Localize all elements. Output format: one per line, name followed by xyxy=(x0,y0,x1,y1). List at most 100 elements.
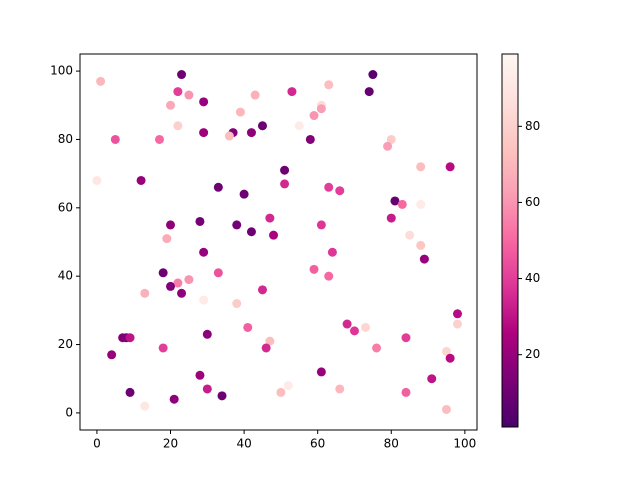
point xyxy=(386,213,396,223)
point xyxy=(154,134,164,144)
point xyxy=(269,230,279,240)
point xyxy=(118,333,128,343)
point xyxy=(416,240,426,250)
plot-frame xyxy=(79,53,478,431)
point xyxy=(401,333,411,343)
point xyxy=(110,134,120,144)
point xyxy=(349,326,359,336)
point xyxy=(265,336,275,346)
point xyxy=(232,299,242,309)
point xyxy=(361,322,371,332)
point xyxy=(173,278,183,288)
point xyxy=(213,268,223,278)
point xyxy=(199,128,209,138)
y-tick-label: 60 xyxy=(58,200,73,214)
point xyxy=(195,216,205,226)
point xyxy=(287,87,297,97)
point xyxy=(184,275,194,285)
point xyxy=(441,346,451,356)
y-tick-label: 100 xyxy=(50,64,73,78)
point xyxy=(250,90,260,100)
point xyxy=(184,90,194,100)
point xyxy=(327,247,337,257)
point xyxy=(364,87,374,97)
colorbar-tick-label: 40 xyxy=(525,271,540,285)
point xyxy=(324,80,334,90)
point xyxy=(309,111,319,121)
point xyxy=(199,97,209,107)
point xyxy=(166,220,176,230)
point xyxy=(158,268,168,278)
colorbar-tick-label: 60 xyxy=(525,195,540,209)
point xyxy=(276,387,286,397)
point xyxy=(324,182,334,192)
y-tick-label: 80 xyxy=(58,132,73,146)
point xyxy=(335,384,345,394)
point xyxy=(166,100,176,110)
x-tick-label: 80 xyxy=(384,437,399,451)
point xyxy=(441,404,451,414)
point xyxy=(246,128,256,138)
point xyxy=(372,343,382,353)
point xyxy=(125,387,135,397)
point xyxy=(92,175,102,185)
point xyxy=(309,264,319,274)
point xyxy=(107,350,117,360)
point xyxy=(416,199,426,209)
colorbar-tick-label: 80 xyxy=(525,119,540,133)
point xyxy=(445,162,455,172)
point xyxy=(257,121,267,131)
point xyxy=(335,186,345,196)
point xyxy=(283,381,293,391)
point xyxy=(280,179,290,189)
point xyxy=(427,374,437,384)
point xyxy=(316,104,326,114)
point xyxy=(224,131,234,141)
point xyxy=(419,254,429,264)
point xyxy=(125,333,135,343)
x-tick-label: 40 xyxy=(236,437,251,451)
y-tick-label: 0 xyxy=(65,405,73,419)
point xyxy=(445,353,455,363)
point xyxy=(202,384,212,394)
point xyxy=(235,107,245,117)
point xyxy=(195,370,205,380)
point xyxy=(162,234,172,244)
point xyxy=(316,220,326,230)
point xyxy=(416,162,426,172)
point xyxy=(177,288,187,298)
x-tick-label: 0 xyxy=(93,437,101,451)
point xyxy=(294,121,304,131)
y-tick-label: 40 xyxy=(58,269,73,283)
point xyxy=(140,288,150,298)
point xyxy=(405,230,415,240)
point xyxy=(169,394,179,404)
point xyxy=(452,309,462,319)
point xyxy=(140,401,150,411)
x-tick-label: 100 xyxy=(453,437,476,451)
point xyxy=(383,141,393,151)
point xyxy=(199,247,209,257)
point xyxy=(265,213,275,223)
point xyxy=(232,220,242,230)
point xyxy=(452,319,462,329)
point xyxy=(246,227,256,237)
point xyxy=(261,343,271,353)
point xyxy=(280,165,290,175)
colorbar-tick-label: 20 xyxy=(525,347,540,361)
point xyxy=(173,121,183,131)
point xyxy=(397,199,407,209)
point xyxy=(342,319,352,329)
point xyxy=(316,367,326,377)
point xyxy=(173,87,183,97)
y-tick-label: 20 xyxy=(58,337,73,351)
point xyxy=(166,281,176,291)
colorbar xyxy=(501,53,519,428)
point xyxy=(96,76,106,86)
point xyxy=(136,175,146,185)
point xyxy=(401,387,411,397)
point xyxy=(390,196,400,206)
point xyxy=(305,134,315,144)
point xyxy=(202,329,212,339)
